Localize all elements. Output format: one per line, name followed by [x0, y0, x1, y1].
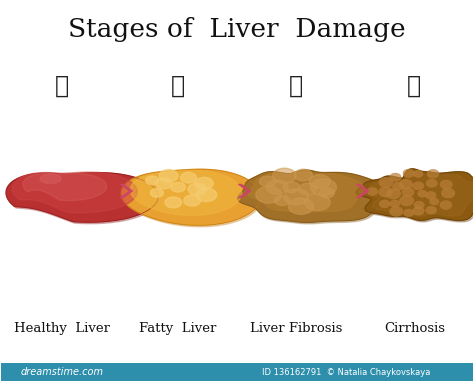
Polygon shape	[12, 172, 137, 213]
Ellipse shape	[403, 209, 414, 217]
Ellipse shape	[150, 189, 164, 197]
Polygon shape	[238, 184, 251, 198]
Ellipse shape	[294, 169, 312, 181]
Ellipse shape	[159, 170, 178, 182]
Ellipse shape	[413, 170, 423, 177]
Ellipse shape	[273, 168, 296, 183]
Ellipse shape	[413, 207, 424, 215]
Ellipse shape	[426, 206, 437, 214]
Ellipse shape	[392, 182, 404, 191]
Ellipse shape	[379, 200, 390, 208]
Polygon shape	[358, 170, 474, 222]
Ellipse shape	[274, 196, 290, 206]
Polygon shape	[239, 172, 387, 224]
Polygon shape	[123, 171, 262, 227]
Ellipse shape	[146, 176, 159, 185]
Ellipse shape	[440, 180, 452, 189]
Text: Fatty  Liver: Fatty Liver	[139, 322, 217, 335]
Ellipse shape	[403, 169, 414, 177]
Text: Liver Fibrosis: Liver Fibrosis	[250, 322, 342, 335]
Ellipse shape	[319, 188, 335, 198]
Ellipse shape	[418, 190, 427, 197]
Ellipse shape	[184, 195, 201, 206]
Polygon shape	[120, 184, 133, 198]
Ellipse shape	[256, 186, 282, 203]
Polygon shape	[365, 172, 474, 216]
Polygon shape	[23, 173, 107, 201]
Ellipse shape	[441, 188, 455, 198]
Polygon shape	[356, 184, 369, 198]
Ellipse shape	[309, 175, 330, 188]
Ellipse shape	[426, 191, 436, 199]
Ellipse shape	[427, 169, 439, 178]
Ellipse shape	[379, 177, 393, 188]
Ellipse shape	[413, 182, 424, 190]
Text: Cirrhosis: Cirrhosis	[384, 322, 445, 335]
Ellipse shape	[399, 180, 413, 189]
Polygon shape	[8, 174, 160, 224]
Ellipse shape	[390, 173, 401, 181]
Ellipse shape	[414, 201, 424, 209]
Polygon shape	[237, 170, 386, 222]
Ellipse shape	[400, 196, 414, 206]
Text: Stages of  Liver  Damage: Stages of Liver Damage	[68, 17, 406, 42]
Ellipse shape	[196, 188, 217, 202]
Text: ③: ③	[289, 75, 303, 98]
Ellipse shape	[188, 183, 206, 195]
Ellipse shape	[402, 188, 414, 197]
Text: Healthy  Liver: Healthy Liver	[14, 322, 110, 335]
Text: dreamstime.com: dreamstime.com	[21, 367, 104, 377]
Polygon shape	[6, 173, 158, 222]
Ellipse shape	[310, 179, 337, 196]
Ellipse shape	[195, 177, 213, 189]
Text: ①: ①	[55, 75, 69, 98]
Ellipse shape	[40, 174, 61, 184]
Ellipse shape	[283, 182, 300, 193]
Text: ④: ④	[407, 75, 421, 98]
Ellipse shape	[155, 178, 172, 189]
Polygon shape	[121, 169, 261, 225]
Ellipse shape	[171, 182, 185, 192]
Polygon shape	[130, 170, 242, 215]
Ellipse shape	[284, 189, 309, 205]
Ellipse shape	[390, 200, 400, 207]
Ellipse shape	[429, 198, 439, 205]
Ellipse shape	[165, 197, 182, 208]
Ellipse shape	[440, 201, 452, 209]
Ellipse shape	[266, 180, 288, 194]
Ellipse shape	[390, 207, 403, 216]
Ellipse shape	[305, 194, 330, 210]
Ellipse shape	[259, 176, 276, 187]
Ellipse shape	[367, 188, 378, 195]
Polygon shape	[356, 169, 474, 220]
Ellipse shape	[426, 179, 438, 187]
Ellipse shape	[288, 198, 314, 214]
Bar	[1, 363, 474, 381]
Polygon shape	[248, 172, 364, 212]
Ellipse shape	[379, 187, 393, 197]
Ellipse shape	[386, 188, 401, 199]
Text: ID 136162791  © Natalia Chaykovskaya: ID 136162791 © Natalia Chaykovskaya	[262, 367, 430, 377]
Ellipse shape	[299, 183, 317, 195]
Ellipse shape	[181, 172, 197, 183]
Text: ②: ②	[171, 75, 185, 98]
